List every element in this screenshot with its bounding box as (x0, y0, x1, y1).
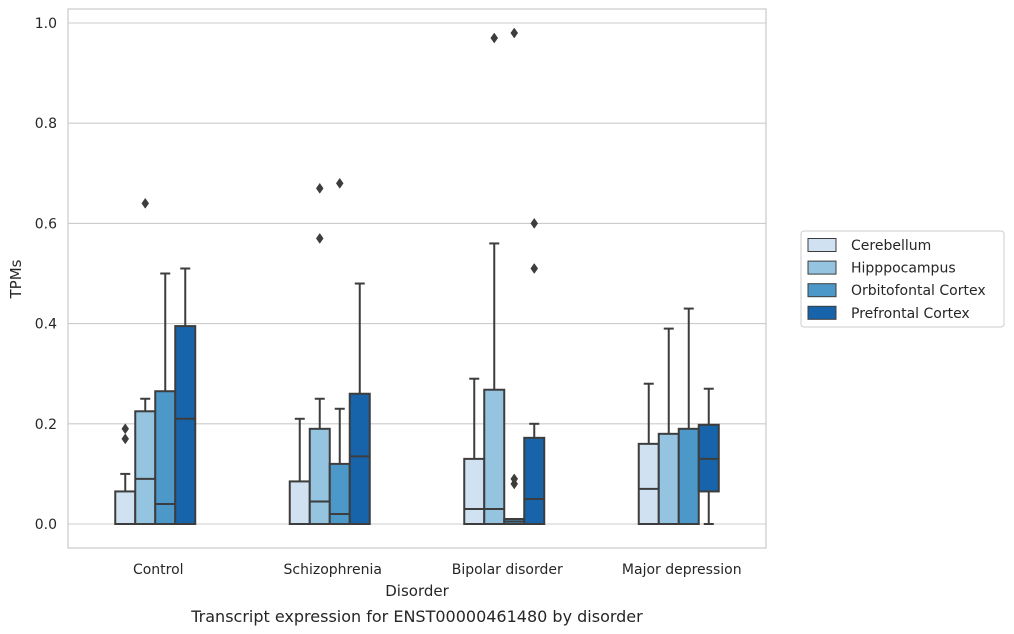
box-cerebellum (637, 382, 660, 525)
legend-frame (800, 230, 1005, 328)
box-body (637, 442, 660, 525)
outlier-point (315, 182, 324, 194)
box-prefrontal-cortex (697, 387, 720, 525)
y-tick-labels: 0.0 0.2 0.4 0.6 0.8 1.0 (35, 16, 57, 533)
x-tick-label: Control (133, 562, 184, 578)
x-tick-label: Major depression (622, 562, 742, 578)
box-hipppocampus (657, 327, 680, 526)
box-orbitofontal-cortex (677, 307, 700, 525)
outlier-point (335, 177, 344, 189)
legend-swatch (807, 305, 837, 320)
box-prefrontal-cortex (523, 217, 546, 525)
box-prefrontal-cortex (348, 282, 371, 525)
x-tick-label: Bipolar disorder (452, 562, 563, 578)
outlier-point (121, 423, 130, 435)
y-tick-label: 1.0 (35, 16, 57, 32)
outlier-point (315, 232, 324, 244)
y-tick-label: 0.4 (35, 317, 57, 333)
box-hipppocampus (483, 32, 506, 525)
legend: Cerebellum Hipppocampus Orbitofontal Corte… (800, 230, 1005, 328)
boxes (114, 27, 720, 526)
outlier-point (510, 473, 519, 485)
y-axis-title: TPMs (7, 259, 25, 299)
legend-label: Hipppocampus (851, 261, 956, 277)
box-body (523, 436, 546, 525)
box-body (308, 427, 331, 525)
box-body (174, 325, 197, 526)
y-tick-label: 0.6 (35, 216, 57, 232)
box-prefrontal-cortex (174, 267, 197, 526)
box-body (463, 457, 486, 525)
box-body (288, 480, 311, 526)
x-tick-labels: Control Schizophrenia Bipolar disorder Majo… (133, 562, 742, 578)
outlier-point (530, 217, 539, 229)
box-orbitofontal-cortex (503, 27, 526, 525)
legend-label: Cerebellum (851, 238, 931, 254)
legend-swatch (807, 260, 837, 275)
box-cerebellum (463, 377, 486, 525)
box-cerebellum (288, 417, 311, 526)
outlier-point (530, 263, 539, 274)
outlier-point (490, 32, 499, 44)
box-hipppocampus (308, 182, 331, 525)
box-hipppocampus (134, 197, 157, 525)
y-tick-label: 0.0 (35, 517, 57, 533)
box-orbitofontal-cortex (328, 177, 351, 526)
box-body (114, 490, 137, 525)
box-orbitofontal-cortex (154, 272, 177, 525)
figure-caption: Transcript expression for ENST0000046148… (190, 607, 643, 626)
outlier-point (121, 433, 130, 445)
y-tick-label: 0.2 (35, 417, 57, 433)
x-axis-title: Disorder (385, 582, 449, 600)
x-tick-label: Schizophrenia (284, 562, 382, 578)
box-body (348, 392, 371, 525)
box-body (657, 432, 680, 526)
box-body (483, 388, 506, 525)
box-body (134, 410, 157, 525)
y-tick-label: 0.8 (35, 116, 57, 132)
box-cerebellum (114, 423, 137, 525)
legend-label: Prefrontal Cortex (851, 306, 970, 322)
outlier-point (141, 197, 150, 209)
outlier-point (510, 27, 519, 39)
legend-swatch (807, 238, 837, 252)
box-body (328, 462, 351, 526)
plot-frame (67, 8, 767, 549)
legend-swatch (807, 283, 837, 298)
box-body (677, 427, 700, 525)
legend-label: Orbitofontal Cortex (851, 283, 986, 299)
